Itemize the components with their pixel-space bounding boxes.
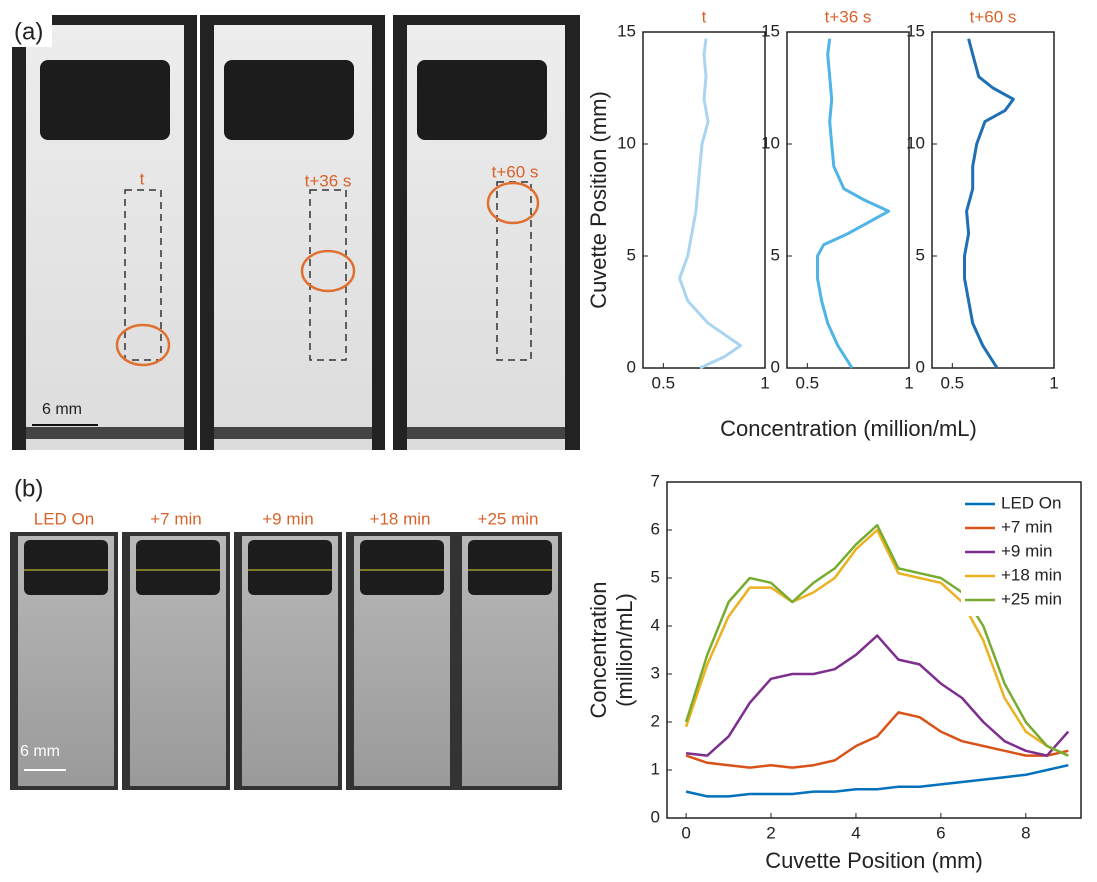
y-tick-label: 0 xyxy=(771,357,780,376)
x-tick-label: 2 xyxy=(766,823,775,842)
x-tick-label: 0.5 xyxy=(796,373,820,392)
x-tick-label: 4 xyxy=(851,823,860,842)
data-line xyxy=(678,38,743,370)
legend-label: +18 min xyxy=(1001,565,1062,584)
legend-label: +9 min xyxy=(1001,541,1053,560)
y-tick-label: 6 xyxy=(651,519,660,538)
chart-title: t+60 s xyxy=(970,7,1017,26)
x-tick-label: 1 xyxy=(760,373,769,392)
y-tick-label: 4 xyxy=(651,615,660,634)
x-tick-label: 6 xyxy=(936,823,945,842)
photo-label: t xyxy=(140,169,145,188)
chart-title: t xyxy=(702,7,707,26)
photo xyxy=(10,532,118,790)
y-tick-label: 0 xyxy=(651,807,660,826)
data-line xyxy=(684,523,1069,757)
photo-label: +9 min xyxy=(262,509,314,528)
y-tick-label: 5 xyxy=(627,245,636,264)
scale-bar-label: 6 mm xyxy=(20,743,60,760)
plot-frame xyxy=(931,31,1055,369)
plot-frame xyxy=(642,31,766,369)
plot-frame xyxy=(666,481,1082,819)
y-tick-label: 5 xyxy=(651,567,660,586)
data-line xyxy=(685,634,1070,757)
legend-label: +7 min xyxy=(1001,517,1053,536)
y-tick-label: 0 xyxy=(627,357,636,376)
plot-frame xyxy=(786,31,910,369)
chart-title: t+36 s xyxy=(825,7,872,26)
photo xyxy=(393,15,580,450)
x-tick-label: 1 xyxy=(904,373,913,392)
y-axis-label: Cuvette Position (mm) xyxy=(586,91,611,309)
x-tick-label: 0 xyxy=(681,823,690,842)
photo xyxy=(200,15,385,450)
y-axis-label: (million/mL) xyxy=(612,593,637,707)
y-axis-label: Concentration xyxy=(586,582,611,719)
y-tick-label: 0 xyxy=(916,357,925,376)
data-line xyxy=(685,711,1069,769)
photo xyxy=(346,532,454,790)
data-line xyxy=(685,763,1069,798)
y-tick-label: 3 xyxy=(651,663,660,682)
y-tick-label: 2 xyxy=(651,711,660,730)
y-tick-label: 15 xyxy=(617,21,636,40)
y-tick-label: 1 xyxy=(651,759,660,778)
y-tick-label: 15 xyxy=(761,21,780,40)
x-tick-label: 0.5 xyxy=(941,373,965,392)
photo-label: t+60 s xyxy=(492,162,539,181)
x-axis-label: Concentration (million/mL) xyxy=(720,416,977,441)
photo-label: LED On xyxy=(34,509,94,528)
y-tick-label: 5 xyxy=(916,245,925,264)
y-tick-label: 10 xyxy=(761,133,780,152)
panel-label: (b) xyxy=(14,475,43,502)
panel-label: (a) xyxy=(14,18,43,45)
photo xyxy=(454,532,562,790)
y-tick-label: 7 xyxy=(651,471,660,490)
legend-label: LED On xyxy=(1001,493,1061,512)
photo xyxy=(12,15,197,450)
data-line xyxy=(684,528,1069,757)
x-tick-label: 1 xyxy=(1049,373,1058,392)
photo-label: +25 min xyxy=(478,509,539,528)
x-axis-label: Cuvette Position (mm) xyxy=(765,848,983,873)
photo xyxy=(234,532,342,790)
y-tick-label: 10 xyxy=(906,133,925,152)
legend-label: +25 min xyxy=(1001,589,1062,608)
scale-bar-label: 6 mm xyxy=(42,401,82,418)
photo xyxy=(122,532,230,790)
data-line xyxy=(963,38,1015,369)
x-tick-label: 0.5 xyxy=(652,373,676,392)
photos-b: (b) 6 mm xyxy=(10,475,562,790)
y-tick-label: 5 xyxy=(771,245,780,264)
photo-label: t+36 s xyxy=(305,171,352,190)
data-line xyxy=(816,38,891,369)
x-tick-label: 8 xyxy=(1021,823,1030,842)
photos-a: 6 mm (a) t t+36 s t+60 s xyxy=(12,15,580,450)
photo-label: +7 min xyxy=(150,509,202,528)
y-tick-label: 10 xyxy=(617,133,636,152)
y-tick-label: 15 xyxy=(906,21,925,40)
photo-label: +18 min xyxy=(370,509,431,528)
